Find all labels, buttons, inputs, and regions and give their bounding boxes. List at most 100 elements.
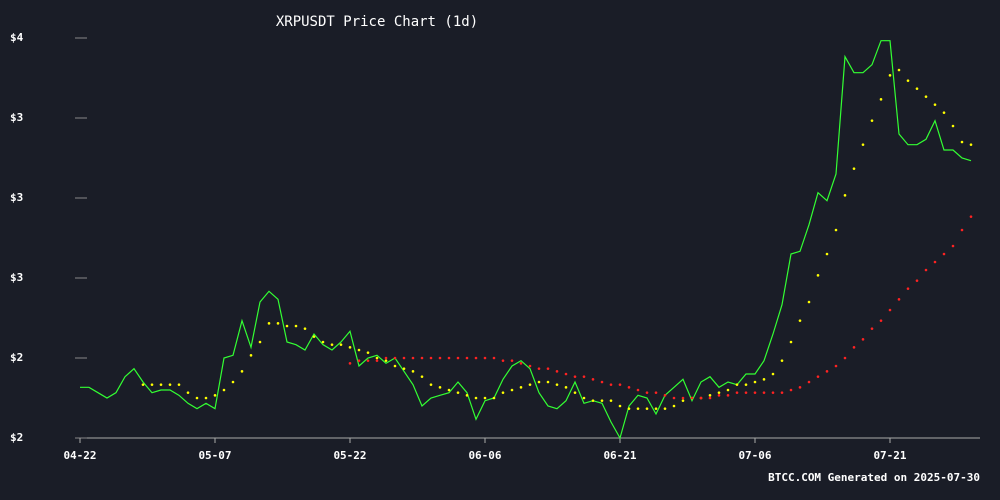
indicator-dot [933,260,937,264]
indicator-dot [645,391,649,394]
indicator-dot [798,386,802,389]
indicator-dot [186,391,190,394]
indicator-dot [825,370,829,373]
indicator-dot [384,356,388,360]
indicator-dot [150,383,154,386]
indicator-dot [546,380,550,384]
indicator-dot [726,388,730,392]
indicator-dot [546,367,550,370]
indicator-dot [672,396,676,400]
indicator-dot [492,396,496,400]
indicator-dot [717,391,721,394]
indicator-dot [510,388,514,392]
indicator-dot [465,356,469,360]
indicator-dot [303,327,307,330]
indicator-dot [789,388,793,392]
indicator-dot [366,359,370,362]
indicator-dot [924,268,928,272]
indicator-dot [321,340,325,344]
indicator-dot [636,407,640,410]
indicator-dot [879,98,883,101]
indicator-dot [573,391,577,394]
indicator-dot [312,335,316,338]
indicator-dot [888,74,892,77]
indicator-dot [942,252,946,256]
indicator-dot [708,394,712,397]
indicator-dot [681,396,685,400]
indicator-dot [357,348,361,352]
indicator-dot [474,356,478,360]
indicator-dot [375,359,379,362]
indicator-dot [627,386,631,389]
x-tick-label: 07-21 [873,449,906,462]
indicator-dot [357,359,361,362]
indicator-dot [969,143,973,146]
indicator-dot [906,79,910,82]
indicator-dot [591,378,595,381]
indicator-dot [510,359,514,362]
indicator-dot [528,364,532,368]
indicator-dot [843,194,847,197]
indicator-dot [708,396,712,400]
indicator-dot [564,372,568,376]
indicator-dot [789,340,793,344]
indicator-dot [177,383,181,386]
indicator-dot [627,407,631,410]
indicator-dot [834,228,838,232]
y-tick-label: $4 [10,31,24,44]
indicator-dot [735,391,739,394]
indicator-dot [663,394,667,397]
indicator-dot [537,367,541,370]
indicator-dot [726,394,730,397]
indicator-dot [366,351,370,354]
indicator-dot [429,356,433,360]
indicator-dot [852,346,856,349]
indicator-dot [735,383,739,386]
indicator-dot [519,386,523,389]
indicator-dot [420,356,424,360]
indicator-dot [699,396,703,400]
x-tick-label: 06-06 [468,449,501,462]
y-tick-label: $2 [10,351,23,364]
indicator-dot [330,343,334,346]
indicator-dot [933,103,937,106]
indicator-dot [168,383,172,386]
indicator-dot [960,140,964,144]
indicator-dot [411,356,415,360]
indicator-dot [870,119,874,122]
indicator-dot [447,356,451,360]
indicator-dot [267,322,271,325]
indicator-dot [456,391,460,394]
x-tick-label: 04-22 [63,449,96,462]
indicator-dot [969,215,973,218]
indicator-dot [771,391,775,394]
x-tick-label: 07-06 [738,449,771,462]
indicator-dot [402,367,406,370]
indicator-dot [285,324,289,328]
indicator-dot [618,383,622,386]
indicator-dot [258,340,262,344]
indicator-dot [501,359,505,362]
indicator-dot [600,380,604,384]
indicator-dot [222,388,226,392]
indicator-dot [825,252,829,256]
indicator-dot [420,375,424,378]
indicator-dot [447,388,451,392]
indicator-dot [492,356,496,360]
indicator-dot [483,396,487,400]
indicator-dot [564,386,568,389]
indicator-dot [393,356,397,360]
indicator-dot [411,370,415,373]
indicator-dot [609,399,613,402]
indicator-dot [762,391,766,394]
y-tick-label: $3 [10,111,23,124]
indicator-dot [402,356,406,360]
x-tick-label: 06-21 [603,449,636,462]
indicator-dot [888,308,892,312]
indicator-dot [294,324,298,328]
indicator-dot [204,396,208,400]
indicator-dot [348,362,352,365]
indicator-dot [609,383,613,386]
indicator-dot [816,274,820,277]
